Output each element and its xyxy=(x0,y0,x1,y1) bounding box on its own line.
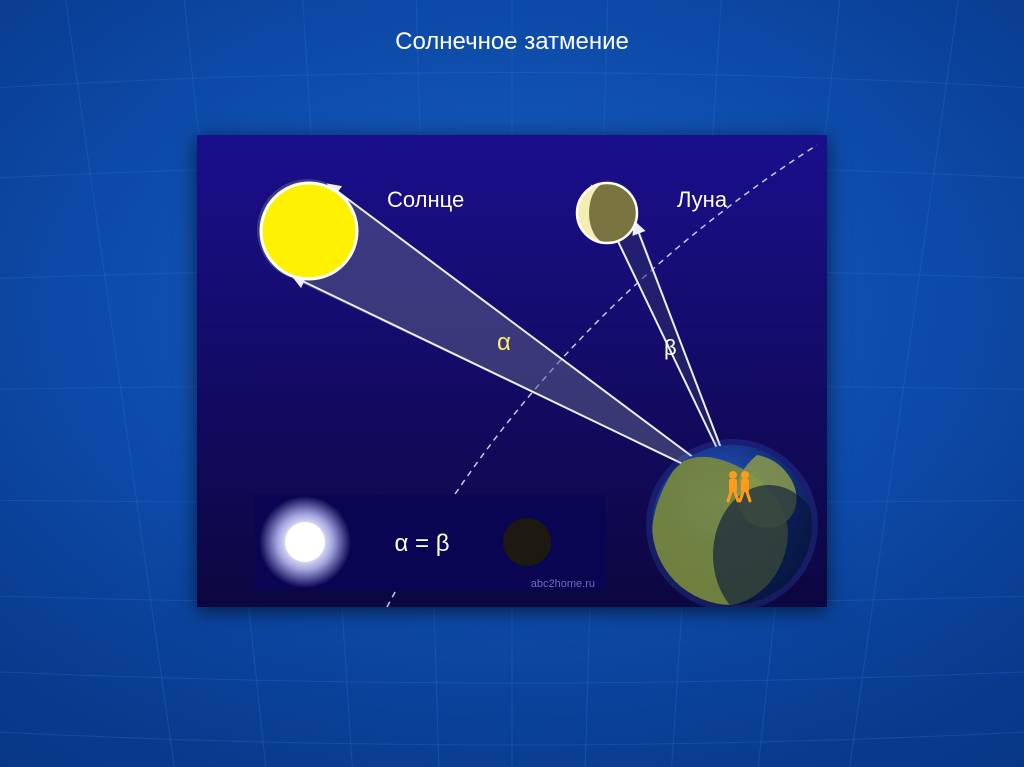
beta-symbol: β xyxy=(664,335,677,360)
slide-title: Солнечное затмение xyxy=(0,28,1024,56)
sun-body xyxy=(261,183,357,279)
alpha-symbol: α xyxy=(497,329,511,356)
moon-body xyxy=(577,183,637,243)
sun-label: Солнце xyxy=(387,187,464,212)
moon-label: Луна xyxy=(677,187,728,212)
eclipse-diagram: Солнце Луна α β xyxy=(197,135,827,607)
watermark-text: abc2home.ru xyxy=(531,578,595,590)
equation-text: α = β xyxy=(394,530,449,557)
equation-inset: α = β abc2home.ru xyxy=(255,495,605,590)
slide: Солнечное затмение xyxy=(0,0,1024,767)
